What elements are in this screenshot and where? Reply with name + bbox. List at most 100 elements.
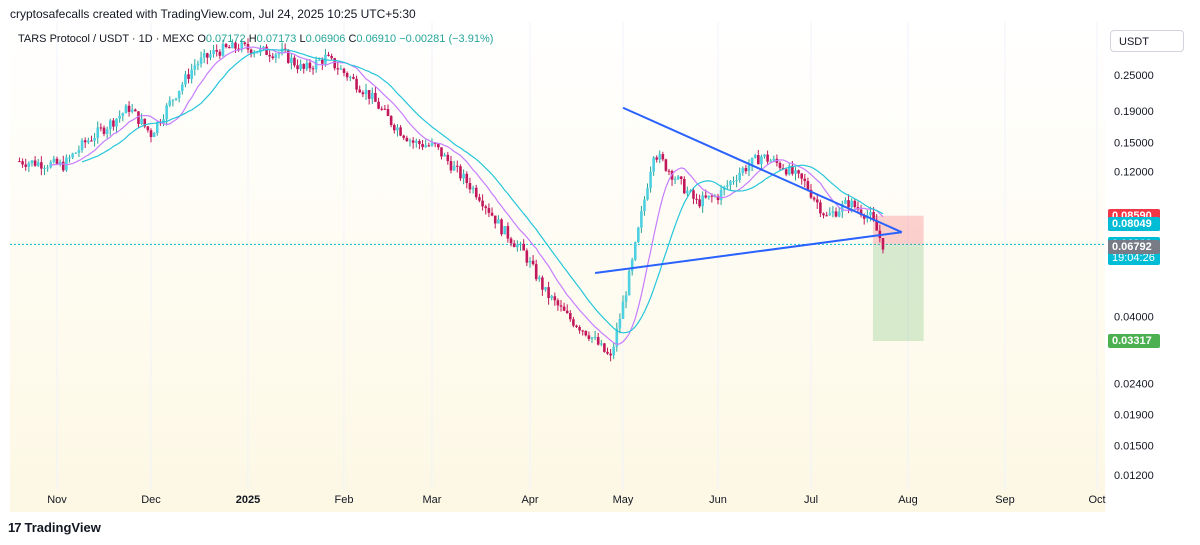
x-tick-jul: Jul [804, 494, 818, 506]
candle-body [791, 165, 794, 174]
candle-body [134, 109, 137, 112]
candle-body [562, 306, 566, 311]
candle-body [503, 226, 507, 235]
candle-body [405, 137, 409, 142]
candle-body [65, 157, 68, 171]
candle-body [414, 140, 418, 143]
candle-body [661, 154, 665, 160]
candle-body [455, 165, 459, 167]
candle-body [140, 118, 143, 124]
candle-body [127, 105, 131, 112]
candle-body [361, 92, 365, 95]
lower-trendline [594, 231, 902, 275]
candle-body [421, 143, 424, 148]
candle-body [853, 200, 857, 208]
candle-body [302, 64, 306, 69]
candle-body [452, 165, 456, 171]
candle-body [177, 90, 181, 99]
tradingview-footer[interactable]: 17 TradingView [8, 520, 101, 535]
candle-body [465, 173, 469, 183]
candle-body [578, 327, 581, 331]
candle-body [646, 188, 649, 200]
tradingview-brand: TradingView [24, 520, 101, 535]
candle-body [643, 199, 646, 212]
moving-averages [50, 46, 884, 346]
candle-body [872, 212, 875, 221]
candle-body [345, 72, 349, 78]
candle-body [317, 59, 321, 61]
x-tick-feb: Feb [335, 494, 354, 506]
y-tick-label: 0.02400 [1114, 379, 1154, 391]
candle-body [418, 140, 421, 144]
candle-body [735, 179, 738, 182]
candle-body [370, 93, 374, 99]
candle-body [143, 118, 147, 127]
candle-body [726, 185, 729, 187]
candle-body [130, 109, 134, 112]
candle-body [249, 49, 253, 55]
price-tag-value: 0.03317 [1112, 335, 1152, 348]
candle-body [311, 68, 315, 70]
candle-body [881, 238, 885, 250]
moving-average-line [81, 49, 884, 334]
candle-body [58, 161, 62, 165]
candle-body [590, 337, 594, 339]
candle-body [788, 165, 791, 175]
candle-body [676, 176, 680, 180]
candle-body [155, 122, 159, 134]
candle-body [572, 319, 575, 326]
low-value: 0.06906 [305, 33, 346, 45]
candle-body [509, 238, 513, 244]
candle-body [544, 287, 547, 290]
candle-body [627, 271, 631, 296]
candle-body [506, 226, 510, 239]
candle-body [512, 243, 516, 248]
candle-body [794, 170, 797, 174]
x-tick-aug: Aug [898, 494, 918, 506]
short-position-box [872, 215, 924, 342]
candle-body [180, 84, 184, 91]
candle-body [187, 74, 190, 79]
candle-body [707, 195, 711, 198]
candle-body [673, 179, 677, 181]
candle-body [449, 161, 453, 171]
candle-body [112, 120, 115, 127]
symbol-name: TARS Protocol / USDT · 1D · MEXC [18, 33, 195, 45]
candle-body [797, 170, 800, 174]
x-tick-may: May [613, 494, 634, 506]
candle-body [875, 220, 879, 231]
candle-body [411, 140, 415, 143]
candle-body [569, 313, 572, 320]
candle-body [433, 142, 437, 145]
candle-body [115, 118, 118, 127]
candle-body [336, 68, 340, 70]
candle-body [437, 144, 440, 148]
candle-body [93, 137, 96, 141]
price-tag-value: 0.08049 [1112, 218, 1152, 231]
candle-body [667, 170, 671, 172]
candle-body [33, 160, 37, 166]
candle-body [831, 211, 835, 214]
candle-body [481, 200, 484, 207]
candle-body [237, 48, 240, 50]
candle-body [61, 161, 65, 171]
currency-selector[interactable]: USDT [1110, 30, 1184, 52]
candle-body [556, 300, 560, 306]
candle-body [732, 181, 735, 183]
high-value: 0.07173 [256, 33, 297, 45]
candle-body [603, 343, 606, 352]
candle-body [484, 206, 488, 209]
y-tick-label: 0.19000 [1114, 106, 1154, 118]
price-tag: 0.06792 [1108, 239, 1160, 254]
price-tag-value: 0.06792 [1112, 240, 1152, 253]
candle-body [196, 63, 200, 66]
candle-body [108, 120, 112, 130]
y-tick-label: 0.15000 [1114, 137, 1154, 149]
candle-body [550, 296, 553, 299]
attribution-header: cryptosafecalls created with TradingView… [10, 7, 416, 21]
candle-body [399, 127, 402, 136]
candle-body [766, 154, 769, 162]
candle-body [383, 108, 387, 110]
candle-body [40, 162, 43, 169]
